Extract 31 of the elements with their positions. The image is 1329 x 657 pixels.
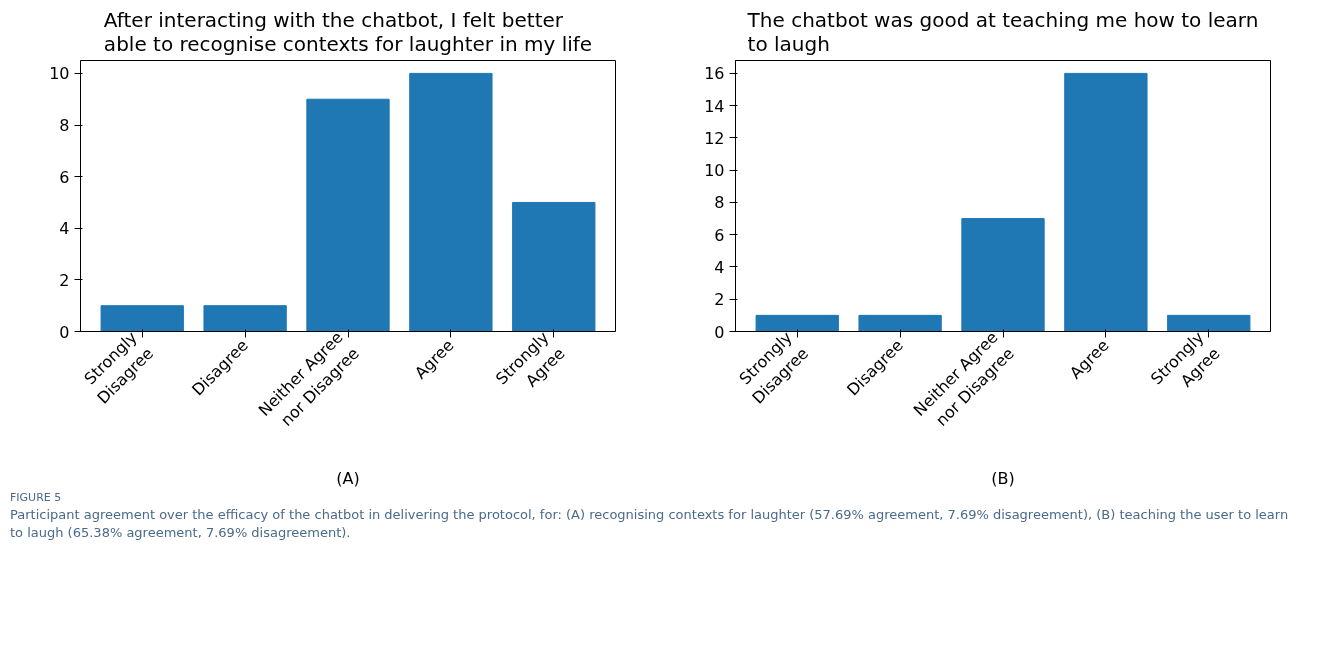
chart-title: The chatbot was good at teaching me how to learn to laugh (746, 7, 1259, 56)
bar (512, 201, 596, 332)
bar (1064, 72, 1148, 332)
bar (409, 72, 493, 332)
y-tick-label: 2 (714, 290, 725, 310)
chart-title: After interacting with the chatbot, I felt better able to recognise contexts for laughter in my life (103, 7, 593, 56)
y-tick-label: 10 (704, 161, 725, 181)
x-axis-title: (B) (991, 468, 1015, 488)
y-tick-label: 8 (714, 193, 725, 213)
y-tick-label: 6 (714, 225, 725, 245)
y-tick-label: 4 (714, 257, 725, 277)
bar (1167, 314, 1251, 332)
text: Participant agreement over the efficacy of the chatbot in delivering the protocol, for: (A) recognising contexts for laughter (57.69% agreement, 7.69% disagreement), (B) teaching the user to learn to laugh (65.38% agreement, 7.69% disagreement). (10, 505, 1290, 543)
bar (203, 305, 287, 332)
y-tick-label: 6 (59, 167, 70, 187)
y-tick-label: 0 (714, 322, 725, 342)
y-tick-label: 4 (59, 219, 70, 239)
caption: FIGURE 5 (10, 490, 62, 506)
bar (961, 218, 1045, 332)
y-tick-label: 12 (704, 128, 725, 148)
y-tick-label: 16 (704, 64, 725, 84)
bar (306, 98, 390, 332)
y-tick-label: 14 (704, 96, 725, 116)
y-tick-label: 10 (49, 64, 70, 84)
y-tick-label: 8 (59, 116, 70, 136)
y-tick-label: 2 (59, 270, 70, 290)
bar (100, 305, 184, 332)
x-axis-title: (A) (336, 468, 360, 488)
y-tick-label: 0 (59, 322, 70, 342)
bar (858, 314, 942, 332)
bar (755, 314, 839, 332)
